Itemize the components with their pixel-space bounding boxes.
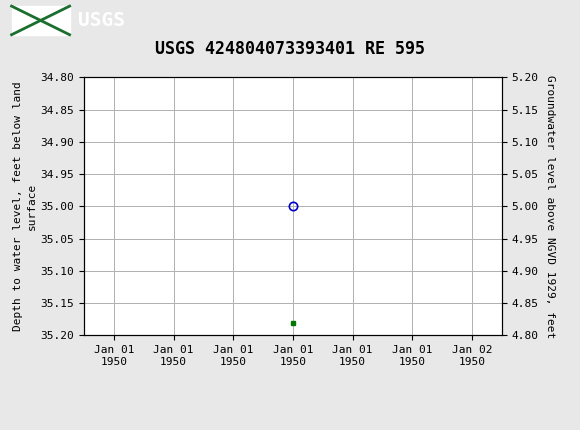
Y-axis label: Depth to water level, feet below land
surface: Depth to water level, feet below land su… bbox=[13, 82, 37, 331]
Text: USGS: USGS bbox=[78, 11, 125, 30]
Text: USGS 424804073393401 RE 595: USGS 424804073393401 RE 595 bbox=[155, 40, 425, 58]
FancyBboxPatch shape bbox=[12, 6, 70, 35]
Y-axis label: Groundwater level above NGVD 1929, feet: Groundwater level above NGVD 1929, feet bbox=[545, 75, 555, 338]
